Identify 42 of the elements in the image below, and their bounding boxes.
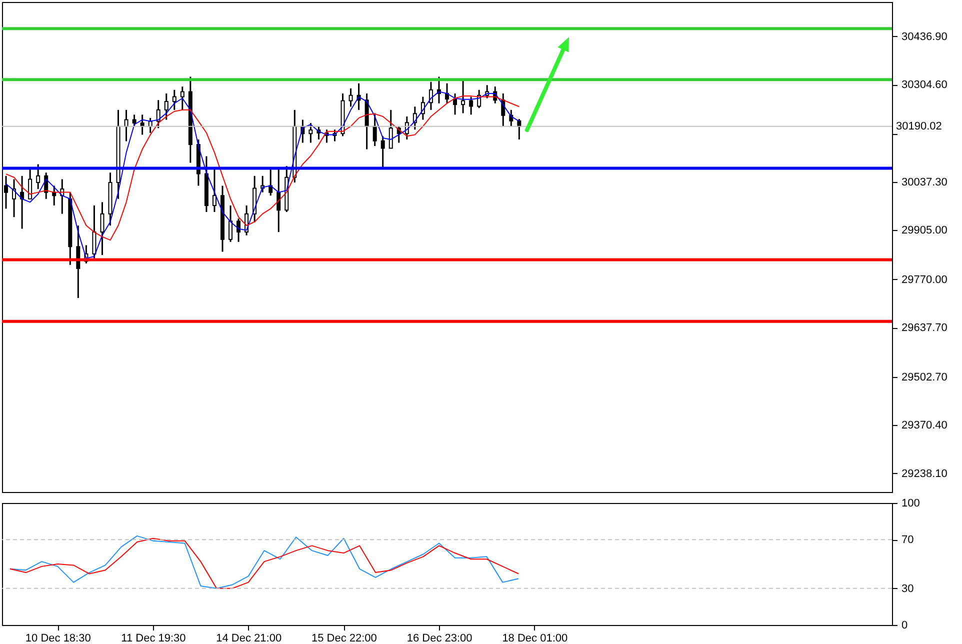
candlestick — [276, 168, 281, 233]
y-tick-label: 100 — [902, 498, 920, 510]
candlestick — [228, 204, 233, 243]
candlestick — [236, 218, 241, 243]
candlestick — [12, 178, 16, 218]
candlestick — [372, 112, 377, 147]
candlestick — [212, 168, 216, 213]
x-tick-label: 11 Dec 19:30 — [121, 632, 186, 644]
candlestick — [453, 92, 458, 116]
candlestick — [164, 92, 168, 121]
y-tick-label: 30304.60 — [902, 79, 948, 92]
y-tick-label: 0 — [902, 620, 908, 632]
candlestick — [380, 135, 385, 168]
candlestick — [132, 114, 136, 128]
candlestick — [461, 79, 466, 114]
y-tick-label: 29502.70 — [902, 371, 948, 384]
y-tick-label: 30037.30 — [902, 176, 948, 188]
x-tick-label: 16 Dec 23:00 — [406, 632, 472, 644]
y-tick-label: 30 — [902, 582, 914, 595]
candlestick — [92, 204, 96, 260]
y-tick-label: 29238.10 — [902, 468, 948, 480]
candlestick — [100, 201, 104, 256]
candlestick — [28, 168, 32, 200]
x-tick-label: 10 Dec 18:30 — [25, 632, 91, 644]
candlestick — [348, 88, 353, 108]
x-tick-label: 18 Dec 01:00 — [502, 632, 568, 644]
candlestick — [36, 163, 40, 190]
x-tick-label: 14 Dec 21:00 — [216, 632, 282, 644]
ref-line-label: 30190.02 — [896, 120, 942, 132]
candlestick — [308, 122, 313, 144]
candlestick — [180, 86, 184, 111]
y-tick-label: 30436.90 — [902, 30, 948, 43]
y-tick-label: 29370.40 — [902, 420, 948, 432]
candlestick — [469, 96, 474, 116]
y-tick-label: 29905.00 — [902, 224, 948, 237]
y-tick-label: 29770.00 — [902, 274, 948, 286]
y-tick-label: 29637.70 — [902, 322, 948, 334]
y-tick-label: 70 — [902, 534, 914, 546]
candlestick — [388, 109, 393, 149]
x-tick-label: 15 Dec 22:00 — [311, 632, 377, 644]
candlestick — [509, 109, 514, 128]
candlestick — [172, 89, 176, 111]
